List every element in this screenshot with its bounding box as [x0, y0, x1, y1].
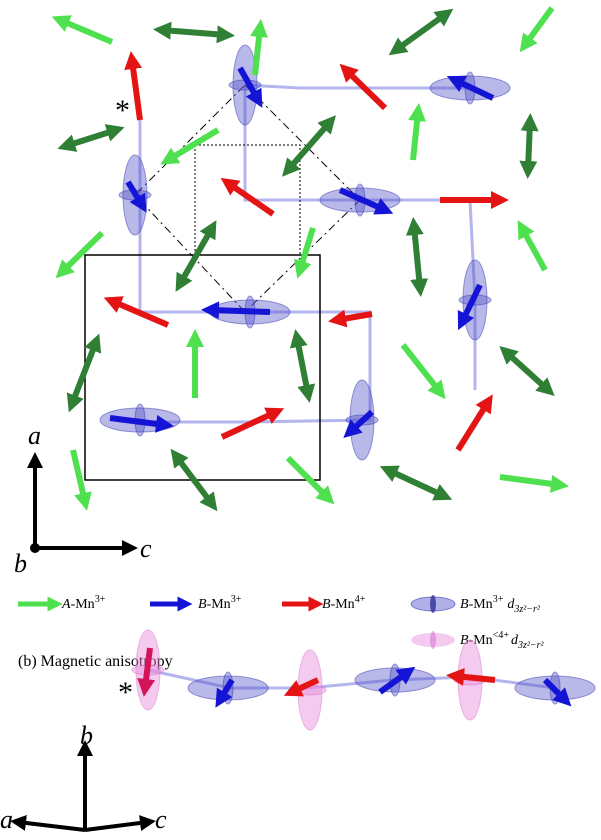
spin-arrow: [458, 402, 488, 450]
spin-arrow: [455, 676, 495, 680]
spin-arrow: [288, 122, 330, 170]
spin-arrow: [180, 228, 212, 284]
spin-arrow: [60, 20, 112, 42]
spin-arrow: [132, 60, 140, 120]
spin-arrow: [72, 342, 96, 404]
axis-a: [18, 822, 85, 830]
spin-arrow: [525, 8, 552, 45]
spin-arrow: [300, 228, 313, 270]
legend-label: B-Mn4+: [322, 594, 366, 612]
spin-arrow: [522, 228, 545, 270]
axis-label: b: [14, 549, 27, 578]
spin-arrow: [297, 338, 308, 394]
spin-arrow: [62, 233, 102, 272]
spin-arrow: [162, 30, 226, 35]
spin-arrow: [414, 226, 420, 288]
spin-arrow: [73, 450, 85, 502]
spin-arrow: [413, 112, 418, 160]
marker: *: [118, 676, 133, 709]
axis-label: a: [0, 805, 13, 834]
axis-label: c: [140, 534, 152, 563]
axis-origin: [30, 543, 40, 553]
axis-label: c: [155, 805, 167, 834]
spin-arrow: [388, 470, 444, 496]
legend-label: A-Mn3+: [61, 594, 106, 612]
spin-arrow: [288, 458, 328, 498]
spin-arrow: [255, 28, 260, 75]
spin-arrow: [222, 412, 276, 437]
legend-orbital: [411, 631, 455, 649]
unit-cell: [85, 255, 320, 480]
spin-arrow: [506, 352, 548, 390]
axis-label: a: [28, 421, 41, 450]
spin-arrow: [168, 130, 218, 160]
legend-label: B-Mn3+: [198, 594, 242, 612]
spin-arrow: [403, 345, 440, 392]
marker: *: [115, 94, 130, 127]
legend-orbital: [411, 595, 455, 613]
spin-arrow: [66, 130, 116, 146]
legend-label: B-Mn3+d3z²−r²: [460, 594, 541, 615]
figure: * a c b A-Mn3+ B-Mn3+ B-Mn4+ B-Mn3+d3z²−…: [0, 0, 601, 840]
spin-arrow: [500, 477, 560, 485]
spin-arrow: [337, 314, 372, 320]
axis-label: b: [80, 721, 93, 750]
spin-arrow: [210, 310, 270, 312]
axis-c: [85, 822, 148, 830]
spin-arrow: [528, 122, 530, 170]
spin-arrow: [396, 14, 446, 50]
